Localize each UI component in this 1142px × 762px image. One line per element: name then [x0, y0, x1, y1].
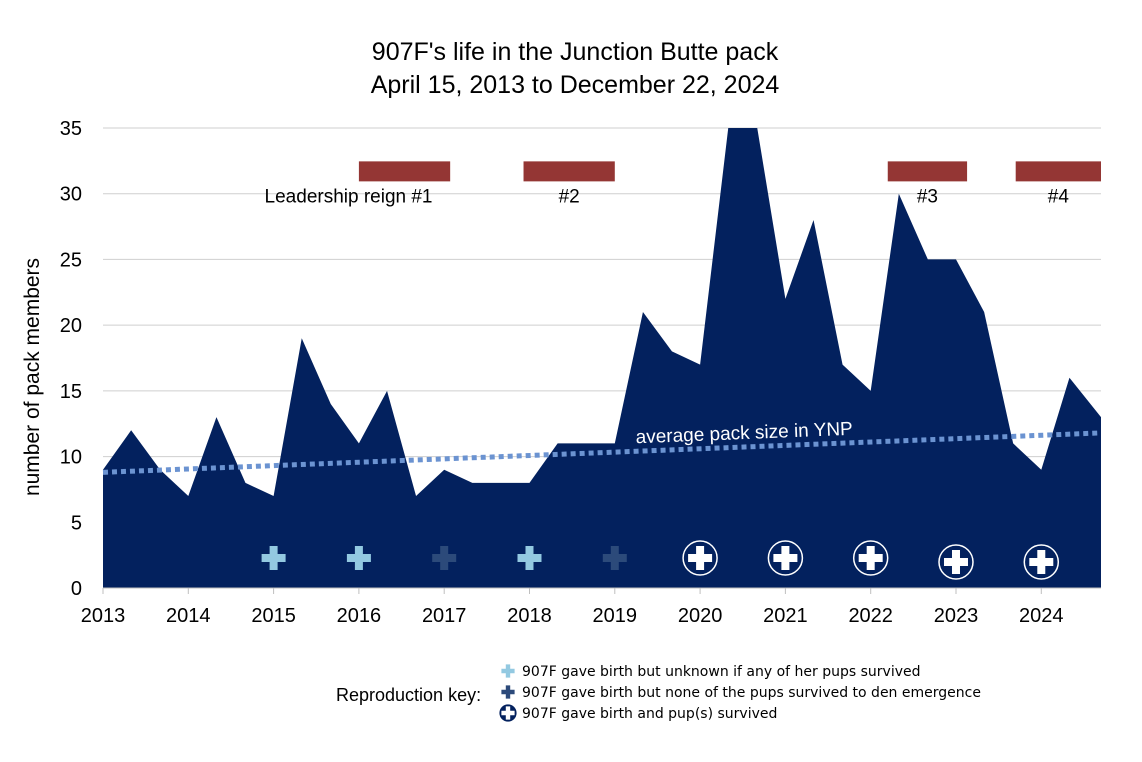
x-tick-label-2013: 2013	[81, 605, 126, 627]
average-pack-size-line	[102, 430, 1102, 475]
reign-bar-3	[887, 161, 968, 182]
legend-unknown-label: 907F gave birth but unknown if any of he…	[522, 664, 921, 680]
plus-icon	[346, 546, 371, 570]
plus-icon	[1029, 550, 1054, 574]
reproduction-marker-2018	[517, 546, 542, 570]
reign-bar-2	[523, 161, 615, 182]
plus-icon	[943, 550, 968, 574]
chart-title-line-2: April 15, 2013 to December 22, 2024	[371, 71, 780, 99]
reproduction-marker-2016	[346, 546, 371, 570]
x-tick-label-2024: 2024	[1019, 605, 1064, 627]
y-tick-label-25: 25	[60, 249, 82, 271]
y-tick-label-30: 30	[60, 184, 82, 206]
reign-bar-1	[358, 161, 451, 182]
x-tick-label-2017: 2017	[422, 605, 467, 627]
leadership-reigns: Leadership reign #1 #2 #3 #4	[265, 161, 1101, 207]
reign-label-3: #3	[917, 186, 938, 207]
y-tick-label-10: 10	[60, 447, 82, 469]
gridlines	[103, 127, 1101, 523]
x-tick-label-2016: 2016	[337, 605, 382, 627]
reproduction-marker-2017	[432, 546, 457, 570]
x-tick-label-2021: 2021	[763, 605, 808, 627]
legend-none-icon	[501, 685, 515, 699]
x-tick-label-2015: 2015	[251, 605, 296, 627]
reign-label-4: #4	[1048, 186, 1070, 207]
y-tick-label-20: 20	[60, 315, 82, 337]
y-tick-label-35: 35	[60, 118, 82, 140]
reproduction-legend: Reproduction key: 907F gave birth but unk…	[336, 664, 981, 724]
plus-icon	[501, 664, 515, 678]
x-tick-label-2020: 2020	[678, 605, 723, 627]
plus-icon	[432, 546, 457, 570]
y-axis-label: number of pack members	[21, 258, 44, 496]
reproduction-marker-2022	[852, 540, 889, 576]
plus-icon	[261, 546, 286, 570]
plus-icon	[858, 546, 883, 570]
y-tick-label-0: 0	[71, 578, 82, 600]
reign-label-2: #2	[559, 186, 580, 207]
reign-bar-4	[1015, 161, 1101, 182]
y-tick-label-15: 15	[60, 381, 82, 403]
plus-icon	[602, 546, 627, 570]
reproduction-marker-2023	[938, 544, 974, 580]
y-tick-label-5: 5	[71, 512, 82, 534]
pack-size-area	[103, 128, 1101, 588]
pack-size-area-path	[103, 128, 1101, 588]
plus-icon	[773, 546, 798, 570]
average-line-group: average pack size in YNP	[102, 419, 1102, 475]
plus-icon	[501, 706, 515, 720]
legend-title: Reproduction key:	[336, 685, 481, 705]
x-tick-label-2014: 2014	[166, 605, 211, 627]
legend-unknown-icon	[501, 664, 515, 678]
plus-icon	[517, 546, 542, 570]
chart-title-line-1: 907F's life in the Junction Butte pack	[372, 38, 779, 66]
plus-icon	[501, 685, 515, 699]
reproduction-marker-2015	[261, 546, 286, 570]
x-tick-label-2018: 2018	[507, 605, 552, 627]
legend-survived-label: 907F gave birth and pup(s) survived	[522, 706, 777, 722]
reproduction-marker-2021	[767, 540, 804, 576]
reproduction-marker-2020	[682, 540, 718, 576]
reproduction-marker-2024	[1023, 544, 1060, 580]
x-tick-label-2019: 2019	[593, 605, 638, 627]
legend-none-label: 907F gave birth but none of the pups sur…	[522, 685, 981, 701]
plus-icon	[688, 546, 713, 570]
x-tick-label-2022: 2022	[848, 605, 893, 627]
reproduction-marker-2019	[602, 546, 627, 570]
legend-survived-icon	[497, 702, 519, 724]
x-tick-label-2023: 2023	[934, 605, 979, 627]
reproduction-markers	[261, 540, 1060, 580]
reign-label-1: Leadership reign #1	[265, 186, 433, 207]
axes: 0 5 10 15 20 25 30 35 2013 2014 2015 2016 2017 2018 20…	[60, 118, 1101, 627]
